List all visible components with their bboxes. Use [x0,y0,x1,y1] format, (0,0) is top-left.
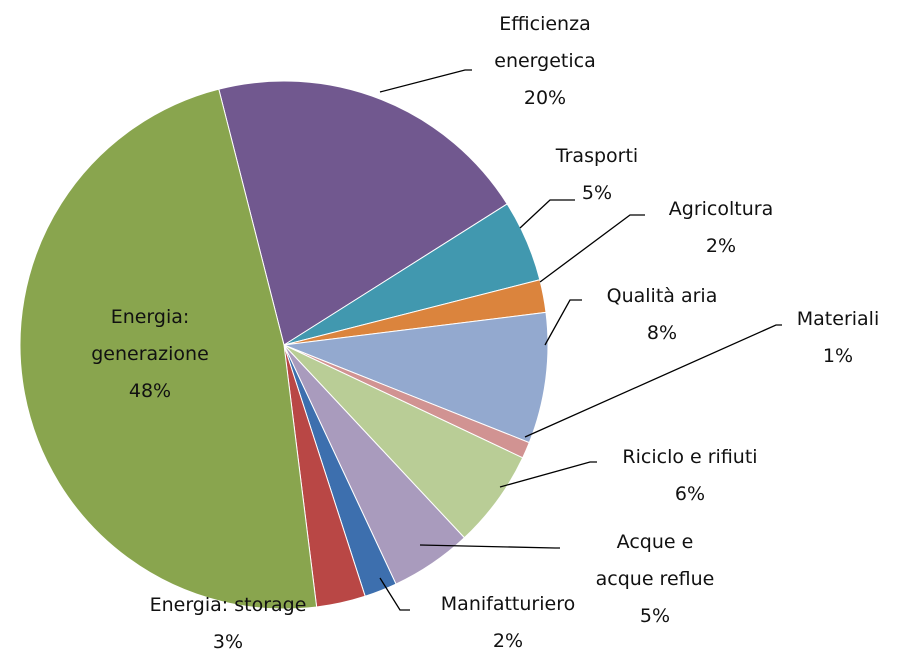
slice-value: 48% [128,380,172,402]
slice-value: 2% [705,235,737,257]
slice-name: Manifatturiero [440,593,576,615]
leader-line [539,214,645,283]
slice-value: 6% [674,483,706,505]
slice-value: 3% [212,631,244,652]
leader-line [544,299,582,346]
slice-label: Energia: storage 3% [118,587,338,652]
slice-label: Agricoltura 2% [641,191,801,265]
slice-label: Trasporti 5% [537,138,657,212]
slice-value: 5% [639,605,671,627]
slice-value: 5% [581,182,613,204]
slice-label: Qualità aria 8% [582,278,742,352]
leader-line [419,544,560,549]
slice-value: 2% [492,630,524,652]
slice-label: Riciclo e rifiuti 6% [590,439,790,513]
slice-name: Materiali [796,308,880,330]
leader-line [524,324,782,438]
pie-slice [19,88,318,610]
slice-name: Acque e acque reflue [595,531,715,590]
slice-name: Qualità aria [606,285,718,307]
slice-name: Energia: generazione [91,306,209,365]
leader-line [499,461,597,488]
slice-label: Energia: generazione 48% [65,299,235,410]
slice-label: Efficienza energetica 20% [470,6,620,117]
slice-label: Manifatturiero 2% [408,586,608,652]
leader-line [379,69,472,93]
slice-label: Acque e acque reflue 5% [555,524,755,635]
slice-name: Energia: storage [149,594,307,616]
slice-name: Agricoltura [668,198,774,220]
slice-name: Efficienza energetica [494,13,596,72]
slice-value: 20% [523,87,567,109]
slice-value: 8% [646,322,678,344]
slice-label: Materiali 1% [773,301,902,375]
slice-value: 1% [822,345,854,367]
pie-slice [218,80,508,346]
slice-name: Trasporti [555,145,639,167]
pie-slice [283,311,549,444]
slice-name: Riciclo e rifiuti [622,446,758,468]
leader-line [519,199,575,229]
leader-line [379,577,410,611]
